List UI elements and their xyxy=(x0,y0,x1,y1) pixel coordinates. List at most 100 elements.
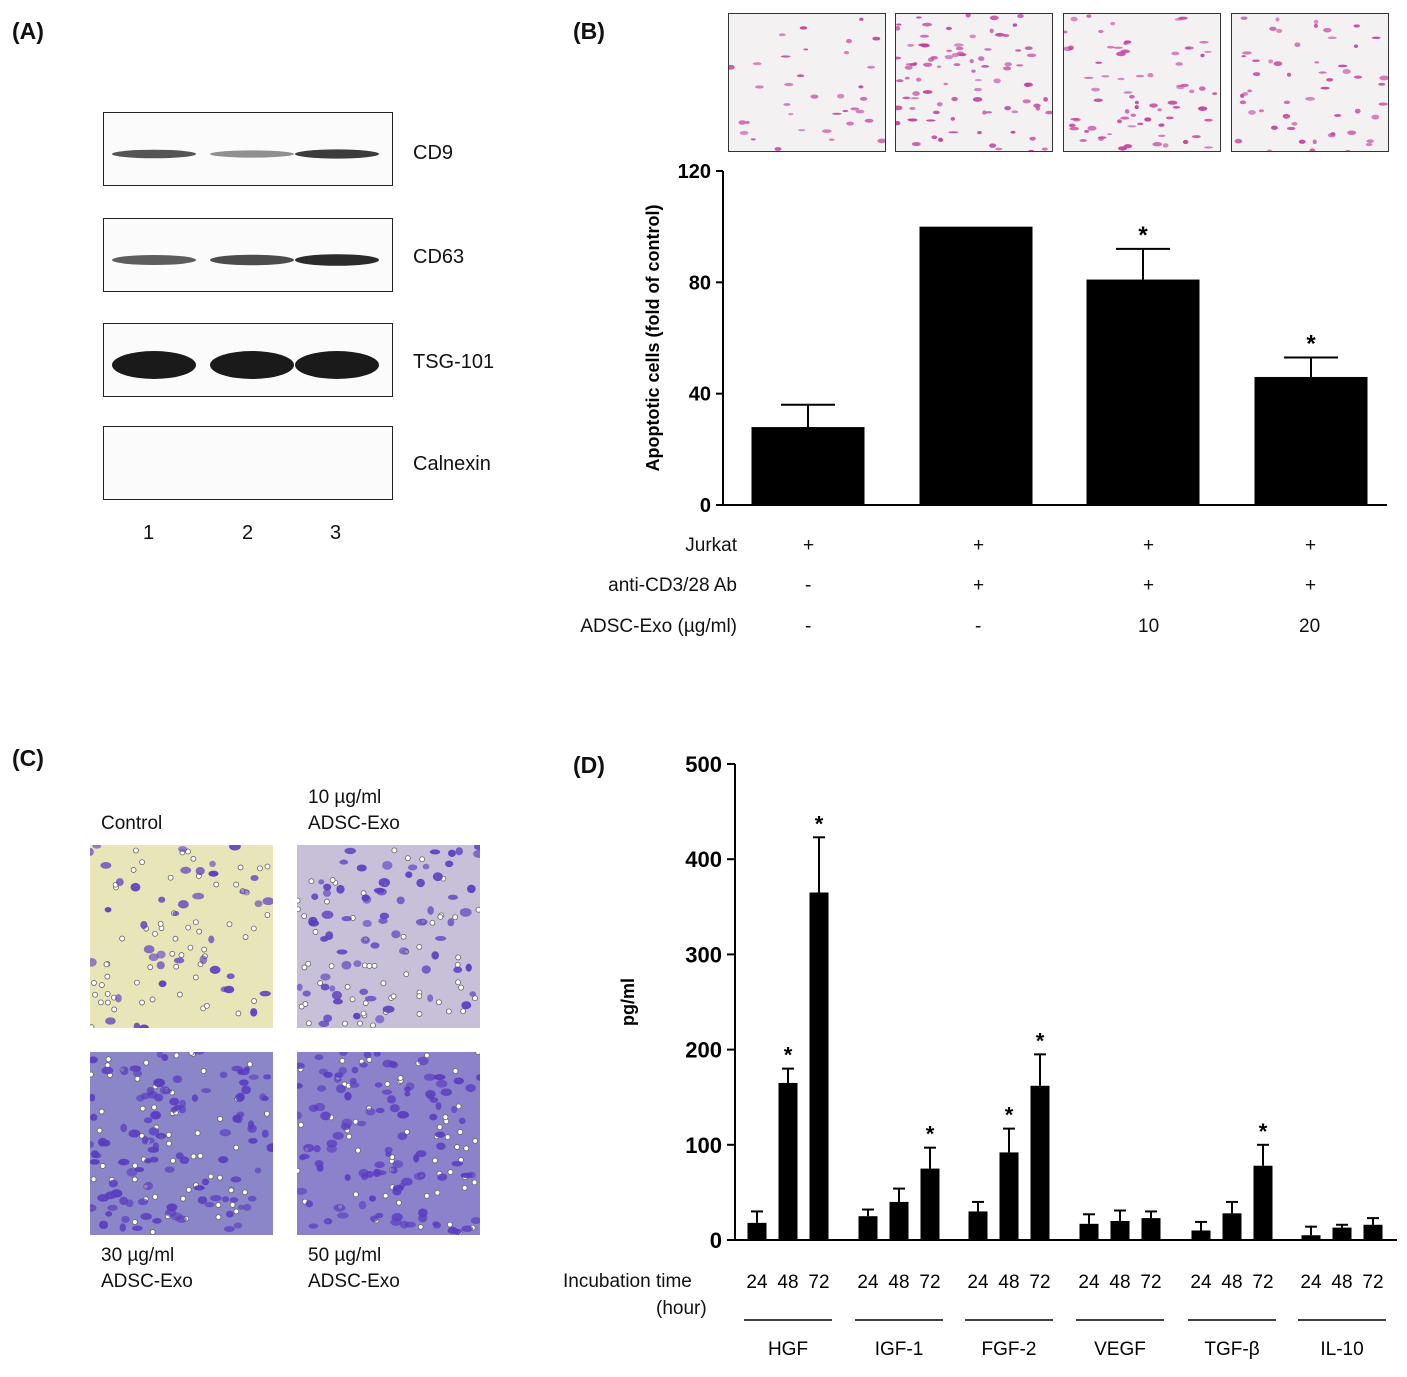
migrated-cell xyxy=(314,1159,324,1168)
migrated-cell xyxy=(360,936,371,944)
stained-cell xyxy=(803,48,809,51)
migrated-cell xyxy=(389,1104,400,1113)
stained-cell xyxy=(1298,139,1306,144)
stained-cell xyxy=(1167,100,1178,105)
stained-cell xyxy=(1312,139,1317,145)
blot-strip-tsg101 xyxy=(103,323,393,397)
membrane-pore xyxy=(324,898,330,905)
y-tick-label: 500 xyxy=(685,752,722,777)
membrane-pore xyxy=(391,847,398,854)
migrated-cell xyxy=(378,877,391,887)
time-tick-label: 48 xyxy=(777,1272,798,1293)
migrated-cell xyxy=(308,1223,319,1229)
membrane-pore xyxy=(360,1010,367,1017)
migrated-cell xyxy=(320,1111,331,1121)
migrated-cell xyxy=(149,1156,159,1163)
cell-antibody-2: + xyxy=(973,575,985,596)
membrane-pore xyxy=(455,1103,462,1110)
migrated-cell xyxy=(90,1056,98,1064)
stained-cell xyxy=(1149,103,1158,108)
stained-cell xyxy=(1270,125,1278,130)
y-tick-label: 0 xyxy=(710,1228,722,1253)
stained-cell xyxy=(1024,82,1033,87)
migrated-cell xyxy=(359,988,369,995)
membrane-pore xyxy=(298,1121,304,1128)
migrated-cell xyxy=(344,1091,352,1101)
stained-cell xyxy=(755,85,764,89)
bar xyxy=(968,1211,988,1240)
migrated-cell xyxy=(361,894,370,902)
stained-cell xyxy=(1294,42,1301,47)
stained-cell xyxy=(995,32,1005,37)
stained-cell xyxy=(774,146,782,151)
stained-cell xyxy=(1116,119,1122,124)
migrated-cell xyxy=(90,847,94,856)
migrated-cell xyxy=(397,1110,409,1119)
migrated-cell xyxy=(158,980,167,988)
stained-cell xyxy=(1186,46,1191,50)
migrated-cell xyxy=(431,951,440,960)
migrated-cell xyxy=(422,863,430,870)
stained-cell xyxy=(1326,77,1334,82)
migrated-cell xyxy=(261,1129,269,1138)
migrated-cell xyxy=(143,1117,153,1124)
micrograph-b-1 xyxy=(728,13,886,152)
migrated-cell xyxy=(372,1168,382,1177)
significance-marker: * xyxy=(1036,1028,1045,1053)
stained-cell xyxy=(1258,109,1265,113)
membrane-pore xyxy=(104,990,111,997)
stained-cell xyxy=(910,97,920,100)
membrane-pore xyxy=(215,1214,222,1221)
y-tick-label: 120 xyxy=(678,161,711,183)
stained-cell xyxy=(984,48,992,51)
membrane-pore xyxy=(215,1202,222,1208)
migrated-cell xyxy=(378,917,388,924)
migrated-cell xyxy=(222,1196,230,1203)
stained-cell xyxy=(1176,84,1183,87)
stained-cell xyxy=(1199,40,1209,44)
migrated-cell xyxy=(436,1142,446,1150)
migrated-cell xyxy=(440,1088,452,1097)
micrograph-label-control: Control xyxy=(101,813,163,834)
stained-cell xyxy=(739,130,749,135)
stained-cell xyxy=(1135,74,1145,78)
time-tick-label: 48 xyxy=(1109,1272,1130,1293)
blot-band xyxy=(112,254,196,266)
migrated-cell xyxy=(435,1102,442,1111)
membrane-pore xyxy=(97,999,104,1006)
migrated-cell xyxy=(318,879,325,885)
membrane-pore xyxy=(213,881,220,888)
significance-marker: * xyxy=(784,1043,793,1068)
stained-cell xyxy=(1029,136,1036,141)
cell-jurkat-1: + xyxy=(803,535,815,556)
stained-cell xyxy=(1012,23,1018,27)
stained-cell xyxy=(745,121,750,124)
panel-label-b: (B) xyxy=(573,18,605,44)
membrane-pore xyxy=(355,1147,361,1154)
migrated-cell xyxy=(376,888,387,896)
membrane-pore xyxy=(349,996,356,1003)
treatment-label-antibody: anti-CD3/28 Ab xyxy=(608,575,737,596)
membrane-pore xyxy=(151,1104,158,1111)
migrated-cell xyxy=(336,884,345,894)
migrated-cell xyxy=(379,912,390,920)
migrated-cell xyxy=(333,1204,346,1212)
migrated-cell xyxy=(97,1137,108,1147)
bar xyxy=(999,1152,1019,1240)
stained-cell xyxy=(932,110,940,115)
stained-cell xyxy=(1241,55,1246,58)
migrated-cell xyxy=(332,1131,344,1140)
migrated-cell xyxy=(461,1225,474,1233)
migrated-cell xyxy=(239,889,250,895)
stained-cell xyxy=(1371,36,1381,39)
stained-cell xyxy=(989,143,997,148)
migrated-cell xyxy=(427,994,434,1002)
stained-cell xyxy=(1314,61,1319,64)
migrated-cell xyxy=(317,1085,327,1092)
membrane-pore xyxy=(442,1114,449,1121)
migrated-cell xyxy=(318,1020,330,1028)
stained-cell xyxy=(1087,125,1097,131)
migrated-cell xyxy=(370,942,380,949)
migrated-cell xyxy=(375,1212,384,1219)
membrane-pore xyxy=(131,1219,138,1225)
